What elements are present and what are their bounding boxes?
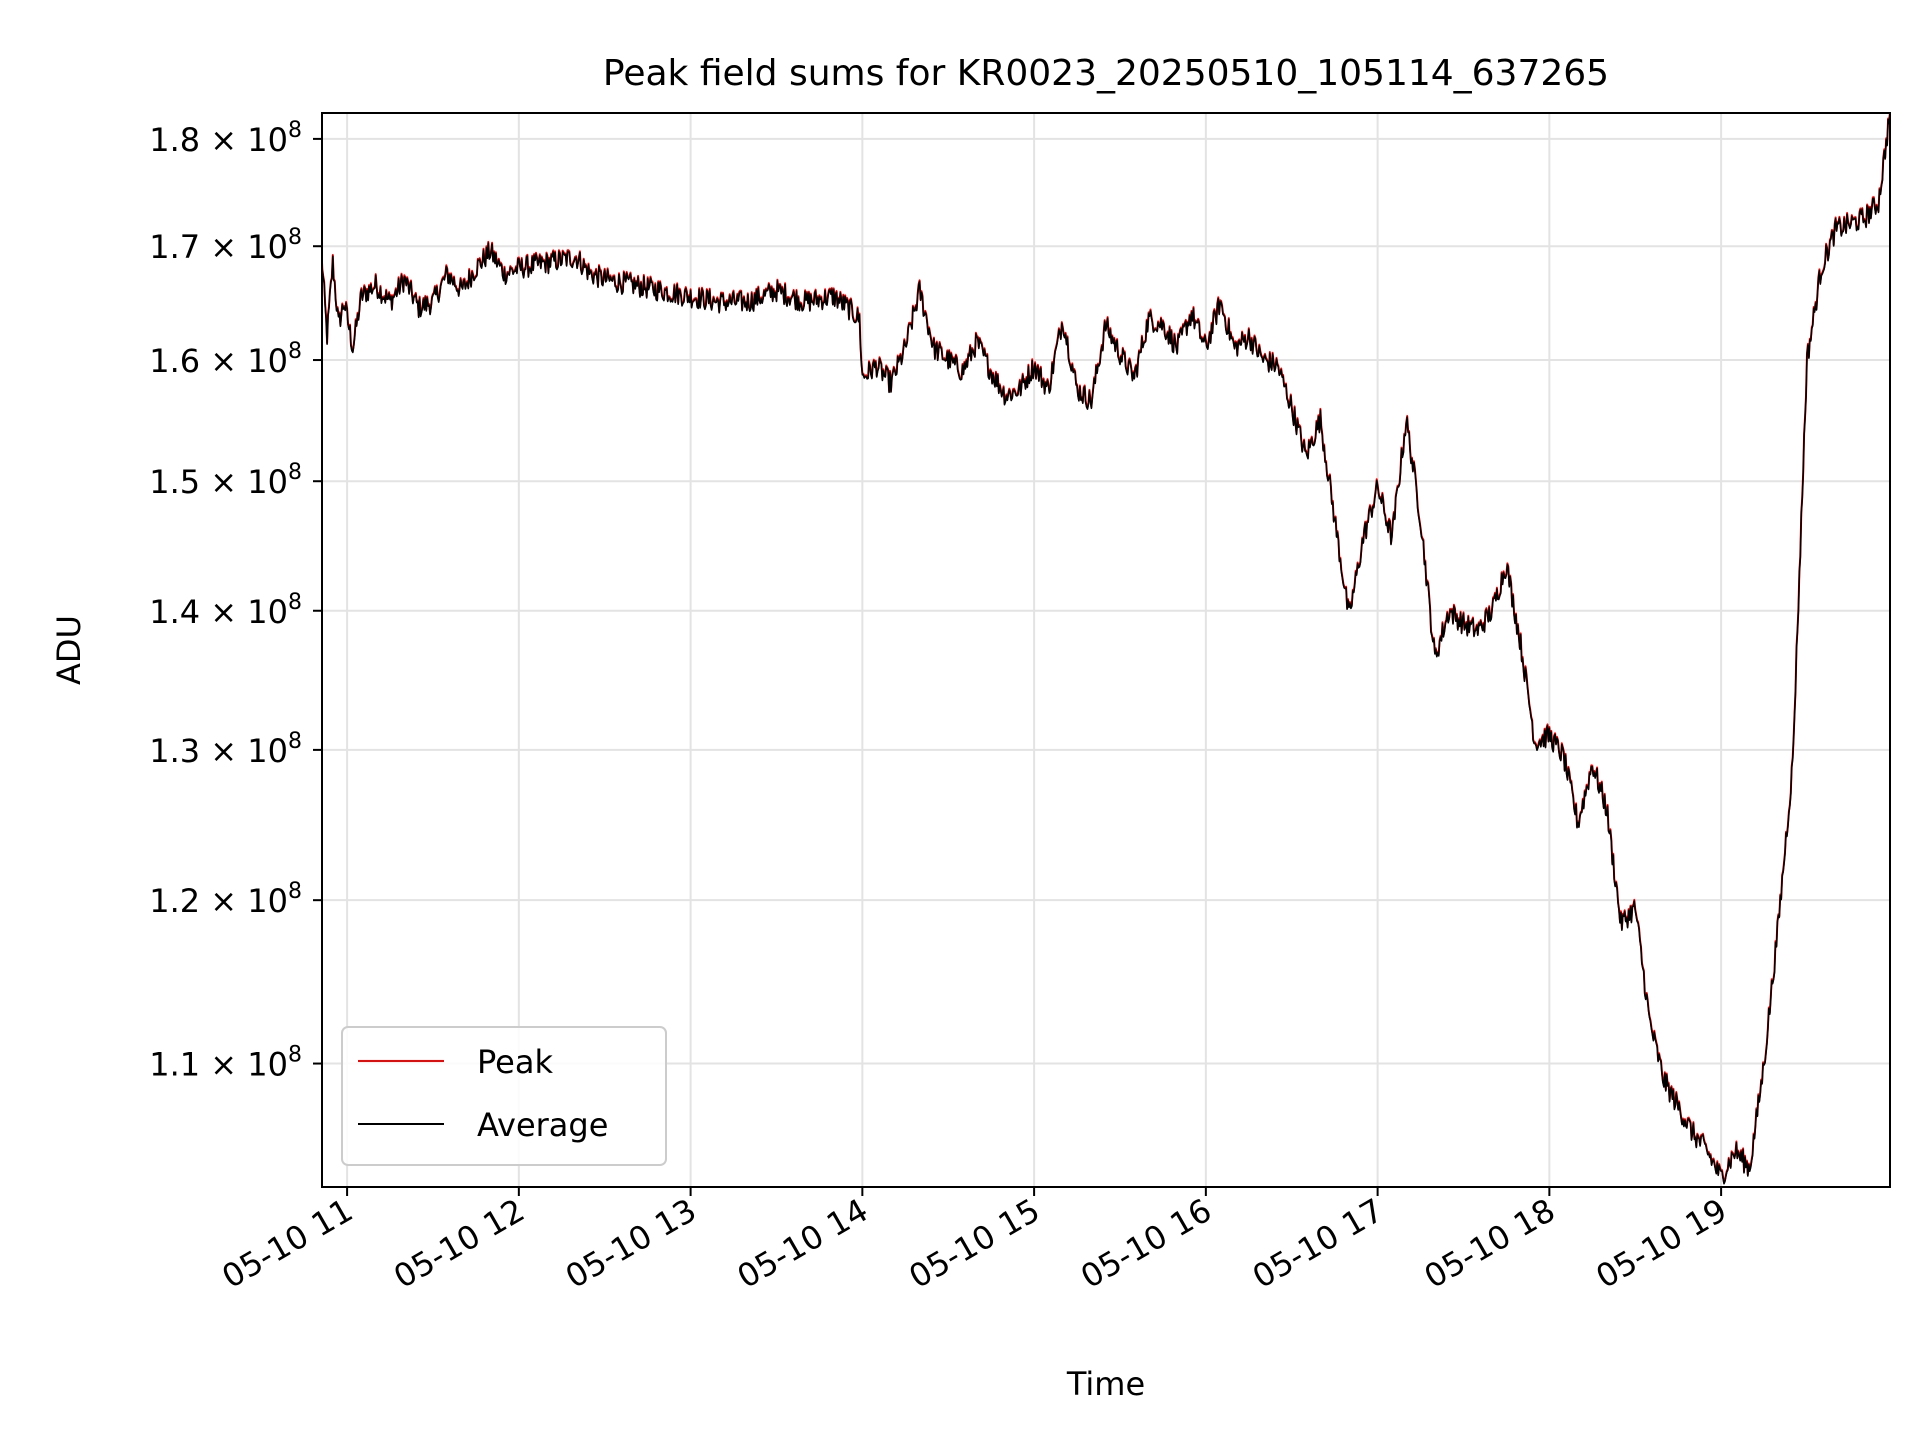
legend-label-peak: Peak <box>477 1043 553 1081</box>
plot-lines <box>322 113 1890 1185</box>
y-tick-times: × <box>200 1046 247 1084</box>
y-tick-label: 1.3 × 108 <box>149 729 302 770</box>
y-tick-base: 10 <box>247 121 288 159</box>
y-tick-mantissa: 1.4 <box>149 593 200 631</box>
y-tick-mantissa: 1.1 <box>149 1046 200 1084</box>
y-tick-mantissa: 1.6 <box>149 342 200 380</box>
legend-label-average: Average <box>477 1106 608 1144</box>
y-tick-times: × <box>200 732 247 770</box>
y-tick-label: 1.2 × 108 <box>149 879 302 920</box>
series-line-average <box>322 113 1890 1185</box>
y-tick-exponent: 8 <box>288 879 302 904</box>
y-tick-exponent: 8 <box>288 460 302 485</box>
y-tick-exponent: 8 <box>288 590 302 615</box>
chart-title: Peak field sums for KR0023_20250510_1051… <box>603 53 1609 94</box>
y-tick-mantissa: 1.8 <box>149 121 200 159</box>
y-tick-times: × <box>200 593 247 631</box>
y-tick-base: 10 <box>247 463 288 501</box>
plot-frame <box>321 112 1891 1188</box>
y-tick-times: × <box>200 342 247 380</box>
y-tick-label: 1.1 × 108 <box>149 1043 302 1084</box>
y-tick-mantissa: 1.5 <box>149 463 200 501</box>
y-axis-label: ADU <box>50 615 88 685</box>
y-tick-times: × <box>200 882 247 920</box>
y-tick-label: 1.7 × 108 <box>149 225 302 266</box>
y-tick-exponent: 8 <box>288 729 302 754</box>
y-tick-base: 10 <box>247 593 288 631</box>
y-tick-base: 10 <box>247 732 288 770</box>
y-tick-times: × <box>200 228 247 266</box>
y-tick-mantissa: 1.2 <box>149 882 200 920</box>
y-tick-base: 10 <box>247 882 288 920</box>
y-tick-mantissa: 1.7 <box>149 228 200 266</box>
y-tick-label: 1.8 × 108 <box>149 118 302 159</box>
y-tick-label: 1.4 × 108 <box>149 590 302 631</box>
y-tick-mantissa: 1.3 <box>149 732 200 770</box>
y-tick-times: × <box>200 121 247 159</box>
y-tick-label: 1.6 × 108 <box>149 339 302 380</box>
y-tick-exponent: 8 <box>288 339 302 364</box>
x-axis-label: Time <box>1066 1365 1145 1403</box>
y-tick-base: 10 <box>247 342 288 380</box>
y-tick-exponent: 8 <box>288 118 302 143</box>
y-tick-exponent: 8 <box>288 1043 302 1068</box>
y-tick-exponent: 8 <box>288 225 302 250</box>
legend: Peak Average <box>341 1026 667 1166</box>
y-tick-base: 10 <box>247 228 288 266</box>
y-tick-times: × <box>200 463 247 501</box>
y-tick-base: 10 <box>247 1046 288 1084</box>
y-tick-label: 1.5 × 108 <box>149 460 302 501</box>
